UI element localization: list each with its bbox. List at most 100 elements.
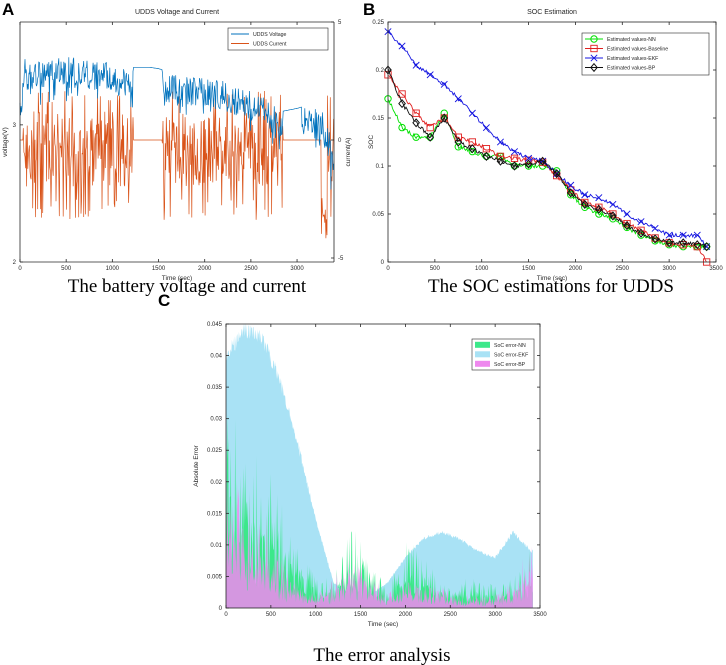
data-point-2 <box>468 109 476 117</box>
x-tick-label: 1000 <box>106 266 120 272</box>
data-point-3 <box>440 113 449 123</box>
data-point-2 <box>482 124 490 132</box>
data-point-2 <box>412 61 420 69</box>
data-point-1 <box>426 123 434 132</box>
data-point-2 <box>440 80 448 88</box>
legend-label: SoC error-BP <box>494 362 526 368</box>
y-tick-label: 0.04 <box>210 354 222 360</box>
legend-label: Estimated values-BP <box>607 65 656 71</box>
legend-label: Estimated values-Baseline <box>607 46 668 52</box>
x-tick-label: 2500 <box>616 266 630 272</box>
panel-label-c: C <box>158 291 170 310</box>
y-tick-label: 0.01 <box>210 543 222 549</box>
series-line-3 <box>387 68 707 249</box>
y-tick-label: 0.045 <box>207 322 223 328</box>
x-tick-label: 3000 <box>662 266 676 272</box>
x-tick-label: 1500 <box>354 612 368 618</box>
data-point-0 <box>412 133 420 141</box>
y-tick-label: 3 <box>13 123 17 129</box>
legend-entry: Estimated values-EKF <box>585 54 658 62</box>
y-tick-label: 0.025 <box>207 448 223 454</box>
data-point-3 <box>496 156 505 166</box>
y-axis-label: voltage(V) <box>2 127 9 157</box>
data-point-2 <box>609 200 617 208</box>
y-tick-label: 0.005 <box>207 574 223 580</box>
data-point-3 <box>482 151 491 161</box>
y2-tick-label: 5 <box>338 20 342 26</box>
data-point-3 <box>595 204 603 214</box>
data-point-1 <box>623 219 631 228</box>
legend-label: Estimated values-EKF <box>607 56 658 62</box>
legend-entry: UDDS Voltage <box>231 32 287 38</box>
legend-label: UDDS Voltage <box>253 32 287 38</box>
area-series-2 <box>226 470 533 608</box>
data-point-2 <box>454 95 462 103</box>
area-series-1 <box>226 323 533 608</box>
legend-entry: SoC error-BP <box>475 360 526 368</box>
x-tick-label: 500 <box>61 266 72 272</box>
x-tick-label: 1500 <box>522 266 536 272</box>
axes-frame <box>387 21 717 263</box>
x-tick-label: 3000 <box>290 266 304 272</box>
legend-marker <box>590 35 598 43</box>
data-point-3 <box>566 188 575 198</box>
data-point-3 <box>454 137 463 147</box>
x-axis-label: Time (sec) <box>537 275 567 282</box>
x-axis-label: Time (sec) <box>368 621 398 628</box>
data-point-1 <box>412 109 420 117</box>
legend-box <box>227 27 329 51</box>
data-point-2 <box>665 231 673 239</box>
y-tick-label: 0.03 <box>210 417 222 423</box>
legend-marker <box>590 44 598 53</box>
axes-frame <box>225 323 541 609</box>
legend-marker <box>590 62 598 73</box>
data-point-2 <box>637 218 645 226</box>
x-tick-label: 2000 <box>569 266 583 272</box>
data-point-3 <box>702 242 711 252</box>
data-point-2 <box>581 191 589 199</box>
data-point-2 <box>525 154 533 162</box>
panel-label-b: B <box>363 0 375 19</box>
x-tick-label: 2000 <box>399 612 413 618</box>
series-voltage-line <box>19 57 334 190</box>
x-tick-label: 1000 <box>309 612 323 618</box>
y-tick-label: 0.15 <box>372 116 384 122</box>
data-point-1 <box>398 90 406 98</box>
data-point-0 <box>468 147 477 156</box>
data-point-3 <box>468 144 477 154</box>
x-tick-label: 2500 <box>244 266 258 272</box>
x-tick-label: 2000 <box>198 266 212 272</box>
legend-marker <box>590 54 598 62</box>
chart-b: SOC Estimation 0 500 1000 1500 2000 2500 3000 35… <box>368 9 723 282</box>
data-point-3 <box>609 211 617 221</box>
y-tick-label: 0.05 <box>372 212 384 218</box>
legend-swatch <box>475 351 490 358</box>
data-point-3 <box>623 220 631 231</box>
x-tick-label: 500 <box>266 612 277 618</box>
legend-entry: Estimated values-Baseline <box>585 44 668 53</box>
y2-tick-label: 0 <box>338 138 342 144</box>
chart-title: SOC Estimation <box>527 9 577 16</box>
y-tick-label: 0 <box>219 606 223 612</box>
y-tick-label: 0.25 <box>372 20 384 26</box>
data-point-0 <box>524 162 533 170</box>
data-point-1 <box>553 171 561 180</box>
legend-box <box>581 32 710 76</box>
data-point-3 <box>398 99 406 109</box>
data-point-3 <box>665 238 673 248</box>
chart-title: UDDS Voltage and Current <box>135 9 219 16</box>
data-point-3 <box>426 132 435 142</box>
data-point-2 <box>651 224 659 232</box>
legend-label: SoC error-NN <box>494 343 526 349</box>
x-tick-label: 3000 <box>488 612 502 618</box>
legend-swatch <box>475 360 490 367</box>
data-point-3 <box>552 169 561 179</box>
y-tick-label: 0.02 <box>210 480 222 486</box>
x-tick-label: 1000 <box>475 266 489 272</box>
x-tick-label: 1500 <box>152 266 166 272</box>
data-point-1 <box>693 242 701 251</box>
x-tick-label: 0 <box>224 612 228 618</box>
data-point-1 <box>595 203 603 211</box>
x-tick-label: 0 <box>18 266 22 272</box>
